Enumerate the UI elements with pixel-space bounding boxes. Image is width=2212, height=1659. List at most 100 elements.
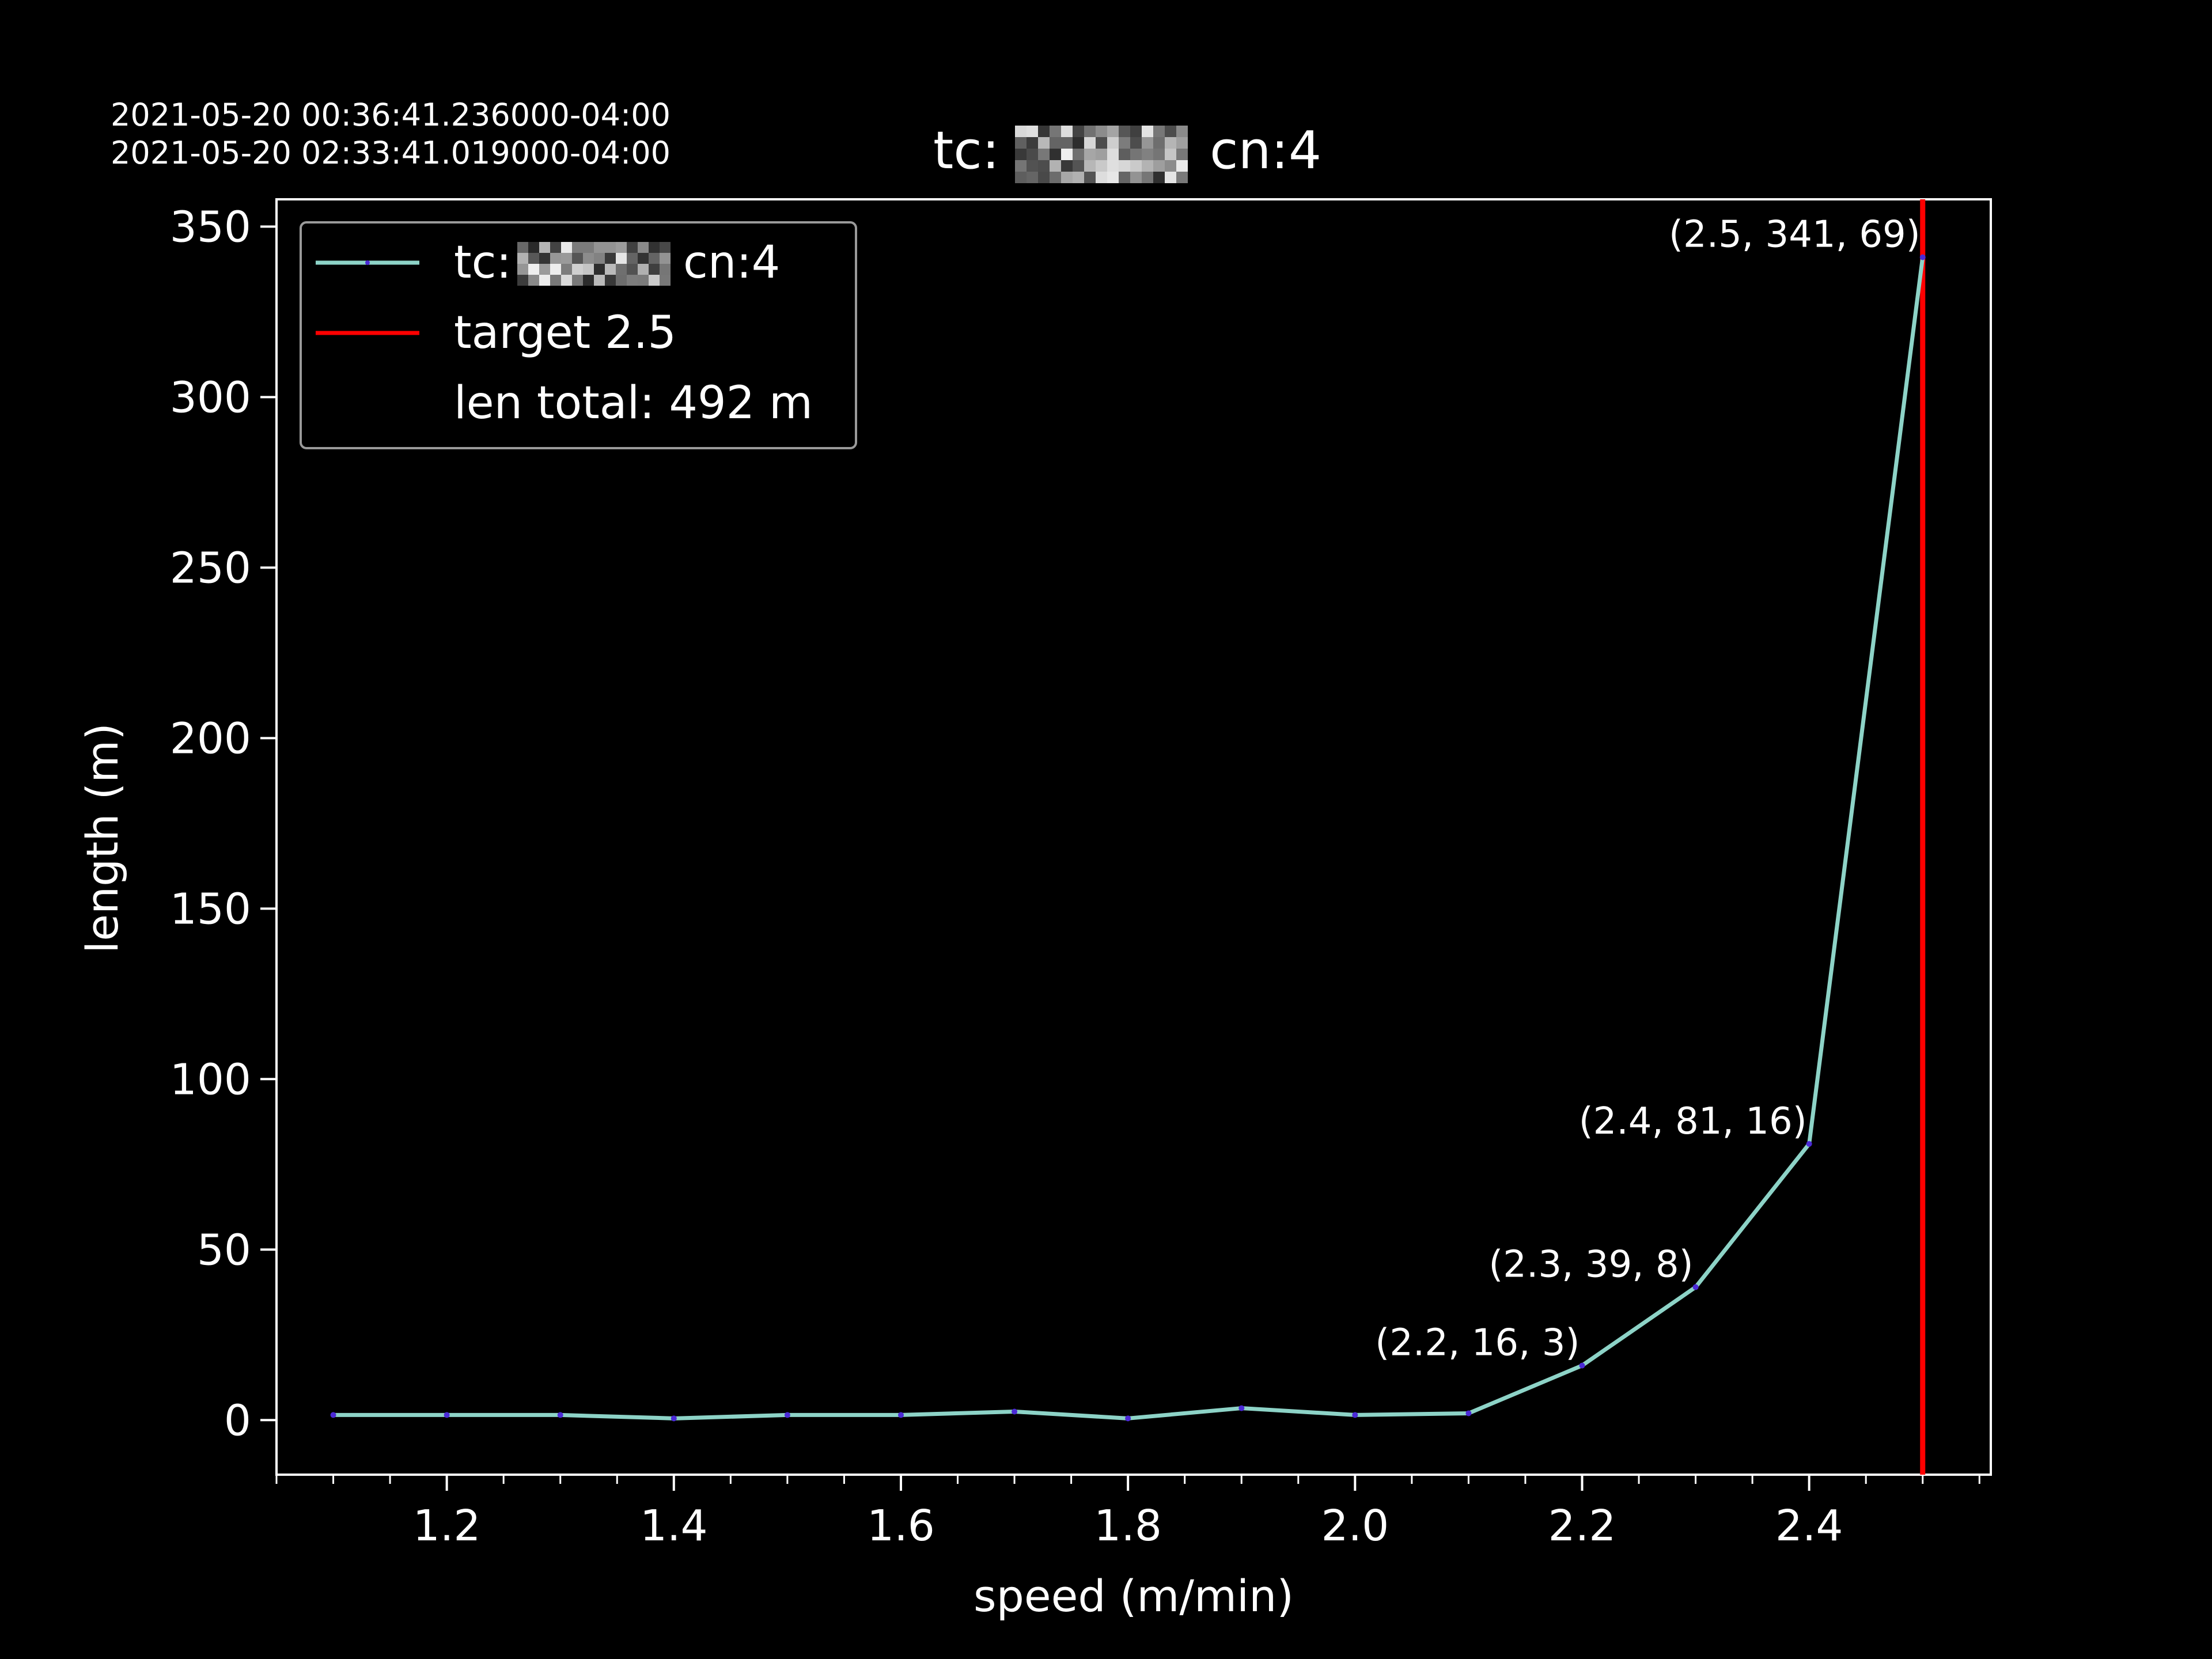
redaction-pixel — [539, 253, 550, 264]
redaction-pixel — [583, 253, 594, 264]
redaction-pixel — [550, 275, 561, 286]
redaction-pixel — [550, 253, 561, 264]
redaction-pixel — [539, 264, 550, 275]
redaction-pixel — [1107, 160, 1119, 172]
redaction-pixel — [1165, 137, 1176, 149]
annotation-layer: (2.2, 16, 3) (2.3, 39, 8) (2.4, 81, 16) (2.… — [1375, 214, 1921, 1365]
redaction-pixel — [1153, 126, 1165, 137]
y-axis-ticks: 0 50 100 150 200 250 300 350 — [170, 202, 276, 1445]
redaction-pixel — [1038, 137, 1050, 149]
legend-length-total: len total: 492 m — [454, 377, 813, 429]
redaction-pixel — [583, 275, 594, 286]
redaction-pixel — [594, 264, 605, 275]
redaction-pixel — [517, 253, 528, 264]
redaction-pixel — [627, 264, 638, 275]
redaction-pixel — [649, 242, 660, 253]
redaction-pixel — [1038, 160, 1050, 172]
redaction-pixel — [1096, 172, 1107, 183]
redaction-pixel — [1176, 160, 1188, 172]
legend-series-prefix: tc: — [454, 237, 512, 289]
title-redaction-pixels — [1015, 126, 1188, 183]
redaction-pixel — [1119, 137, 1130, 149]
redaction-pixel — [660, 242, 671, 253]
x-tick-label: 1.4 — [640, 1501, 708, 1551]
redaction-pixel — [1130, 160, 1142, 172]
redaction-pixel — [1142, 149, 1153, 160]
redaction-pixel — [572, 242, 583, 253]
redaction-pixel — [616, 264, 627, 275]
redaction-pixel — [1027, 137, 1038, 149]
redaction-pixel — [1073, 149, 1084, 160]
redaction-pixel — [550, 264, 561, 275]
legend-series-suffix: cn:4 — [683, 237, 780, 289]
redaction-pixel — [1096, 137, 1107, 149]
redaction-pixel — [528, 264, 539, 275]
redaction-pixel — [616, 242, 627, 253]
data-point — [557, 1412, 563, 1418]
redaction-pixel — [1153, 172, 1165, 183]
redaction-pixel — [1130, 126, 1142, 137]
legend-redaction-pixels — [517, 242, 671, 286]
redaction-pixel — [1130, 149, 1142, 160]
redaction-pixel — [660, 264, 671, 275]
redaction-pixel — [594, 275, 605, 286]
data-point — [1579, 1362, 1585, 1369]
data-point — [784, 1412, 790, 1418]
redaction-pixel — [605, 253, 616, 264]
x-tick-label: 2.0 — [1321, 1501, 1389, 1551]
y-tick-label: 150 — [170, 884, 251, 934]
redaction-pixel — [517, 275, 528, 286]
redaction-pixel — [1027, 149, 1038, 160]
redaction-pixel — [1096, 126, 1107, 137]
redaction-pixel — [605, 242, 616, 253]
redaction-pixel — [1027, 160, 1038, 172]
redaction-pixel — [1073, 172, 1084, 183]
redaction-pixel — [1015, 172, 1027, 183]
redaction-pixel — [649, 253, 660, 264]
data-point — [444, 1412, 450, 1418]
x-tick-label: 2.2 — [1548, 1501, 1616, 1551]
y-tick-label: 50 — [197, 1225, 251, 1275]
redaction-pixel — [539, 275, 550, 286]
redaction-pixel — [638, 253, 649, 264]
redaction-pixel — [1015, 160, 1027, 172]
redaction-pixel — [627, 242, 638, 253]
redaction-pixel — [1084, 149, 1096, 160]
redaction-pixel — [528, 242, 539, 253]
redaction-pixel — [1176, 137, 1188, 149]
redaction-pixel — [1038, 172, 1050, 183]
chart-title: tc: cn:4 — [933, 120, 1321, 183]
redaction-pixel — [594, 253, 605, 264]
redaction-pixel — [583, 242, 594, 253]
redaction-pixel — [1050, 172, 1061, 183]
redaction-pixel — [1153, 149, 1165, 160]
y-tick-label: 300 — [170, 373, 251, 422]
data-point — [1806, 1141, 1812, 1147]
redaction-pixel — [572, 275, 583, 286]
timestamp-start: 2021-05-20 00:36:41.236000-04:00 — [111, 97, 671, 133]
redaction-pixel — [1038, 149, 1050, 160]
redaction-pixel — [1142, 137, 1153, 149]
redaction-pixel — [638, 275, 649, 286]
redaction-pixel — [1084, 137, 1096, 149]
redaction-pixel — [605, 275, 616, 286]
y-tick-label: 250 — [170, 543, 251, 593]
redaction-pixel — [594, 242, 605, 253]
y-tick-label: 100 — [170, 1055, 251, 1104]
redaction-pixel — [528, 253, 539, 264]
redaction-pixel — [1073, 160, 1084, 172]
timestamp-end: 2021-05-20 02:33:41.019000-04:00 — [111, 135, 671, 171]
redaction-pixel — [1107, 172, 1119, 183]
redaction-pixel — [1153, 160, 1165, 172]
redaction-pixel — [528, 275, 539, 286]
redaction-pixel — [1142, 160, 1153, 172]
y-tick-label: 0 — [224, 1396, 251, 1445]
redaction-pixel — [1096, 160, 1107, 172]
data-point — [1238, 1405, 1245, 1411]
redaction-pixel — [1061, 149, 1073, 160]
title-prefix: tc: — [933, 120, 999, 181]
redaction-pixel — [1176, 172, 1188, 183]
redaction-pixel — [1119, 172, 1130, 183]
data-point — [897, 1412, 904, 1418]
redaction-pixel — [1165, 160, 1176, 172]
